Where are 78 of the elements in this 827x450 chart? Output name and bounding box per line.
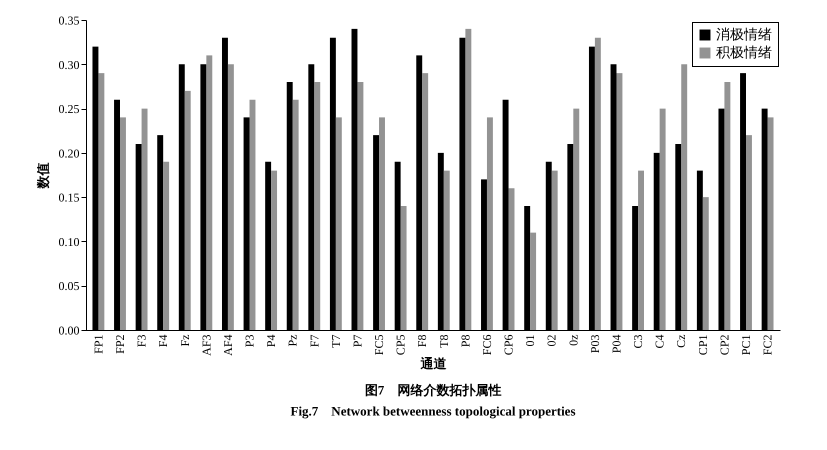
x-tick-label: P7 [350, 334, 364, 348]
x-tick-label: P03 [588, 334, 602, 354]
text: Fig.7 Network betweenness topological properties [290, 403, 576, 418]
x-tick-label: CP2 [717, 334, 732, 356]
bar [486, 117, 493, 330]
x-tick-label: Fz [178, 334, 192, 346]
bar [357, 82, 364, 330]
x-tick-label: FC2 [760, 334, 775, 356]
bar [465, 28, 472, 330]
bar [379, 117, 385, 330]
bar [400, 206, 407, 330]
x-tick-label: PC1 [739, 334, 753, 356]
x-tick-label: CP1 [696, 334, 710, 356]
x-tick-label: FC6 [480, 334, 494, 356]
bar [746, 135, 752, 330]
bar [444, 170, 450, 330]
x-tick-label: P4 [264, 334, 278, 348]
bar [638, 170, 644, 330]
bar [206, 55, 212, 330]
bar [594, 38, 601, 330]
bar [228, 64, 234, 330]
x-tick-label: FC5 [372, 334, 386, 356]
bar [163, 162, 170, 330]
x-tick-label: P8 [458, 334, 472, 348]
bar [724, 82, 730, 330]
y-tick-label: 0.25 [58, 102, 80, 116]
x-tick-label: C3 [631, 334, 646, 349]
text: 图7 网络介数拓扑属性 [364, 382, 502, 398]
bar [660, 108, 666, 330]
bar [292, 100, 299, 330]
bar [422, 73, 428, 330]
y-tick-label: 0.15 [58, 190, 80, 205]
bar [702, 197, 709, 330]
bar [768, 117, 774, 330]
bar [184, 90, 191, 330]
bar [552, 170, 558, 330]
x-tick-label: AF3 [199, 334, 214, 356]
x-tick-label: C4 [652, 334, 667, 349]
x-tick-label: F8 [415, 334, 430, 348]
x-tick-label: Pz [286, 334, 300, 346]
y-tick-label: 0.20 [58, 146, 80, 160]
x-tick-label: 02 [544, 334, 559, 346]
y-tick-label: 0.05 [58, 279, 80, 294]
bar [616, 73, 622, 330]
x-tick-label: Cz [674, 334, 688, 348]
x-tick-label: 01 [523, 334, 538, 346]
bar [250, 100, 256, 330]
x-tick-label: CP6 [502, 334, 516, 356]
bar [573, 108, 580, 330]
x-tick-label: P04 [609, 334, 624, 354]
bar [336, 117, 342, 330]
x-tick-label: CP5 [394, 334, 408, 356]
y-axis-title: 数值 [36, 162, 50, 190]
x-tick-label: T7 [328, 334, 343, 348]
x-tick-label: AF4 [220, 334, 235, 356]
bar [142, 108, 148, 330]
bar [120, 117, 126, 330]
x-tick-label: T8 [436, 334, 451, 348]
y-tick-label: 0.00 [58, 324, 80, 338]
x-tick-label: 0z [566, 334, 580, 346]
bar [98, 73, 104, 330]
x-tick-label: FP2 [113, 334, 127, 354]
bar [508, 188, 514, 330]
legend-label: 积极情绪 [716, 45, 772, 61]
x-tick-label: FP1 [91, 334, 106, 354]
y-tick-label: 0.30 [58, 58, 80, 72]
x-tick-label: P3 [242, 334, 257, 348]
bar [681, 64, 688, 330]
x-tick-label: F4 [156, 334, 170, 348]
x-axis-title: 通道 [420, 356, 448, 371]
x-tick-label: F3 [134, 334, 149, 348]
y-tick-label: 0.35 [58, 14, 80, 28]
bar [271, 170, 278, 330]
bar [314, 82, 320, 330]
y-tick-label: 0.10 [58, 234, 80, 249]
legend-label: 消极情绪 [716, 27, 772, 43]
x-tick-label: F7 [307, 334, 322, 348]
bar [530, 232, 536, 330]
